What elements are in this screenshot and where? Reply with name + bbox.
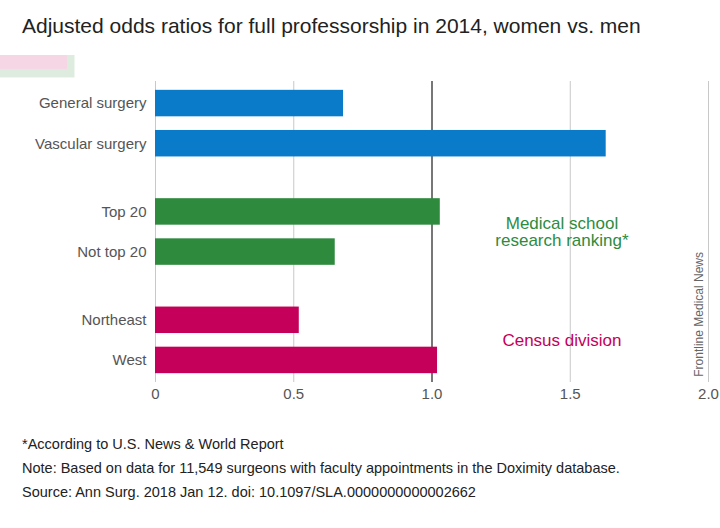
svg-text:Top 20: Top 20 — [101, 203, 146, 220]
svg-text:West: West — [113, 351, 148, 368]
html-text:Source: Ann Surg. 2018 Jan 12.: Source: Ann Surg. 2018 Jan 12. doi: 10.1… — [22, 484, 476, 500]
svg-text:Vascular surgery: Vascular surgery — [35, 135, 147, 152]
svg-text:0.5: 0.5 — [283, 385, 304, 402]
svg-text:Not top 20: Not top 20 — [77, 243, 146, 260]
svg-text:Census division: Census division — [502, 331, 621, 350]
html-text:Note: Based on data for 11,549: Note: Based on data for 11,549 surgeons … — [22, 460, 620, 476]
svg-text:0: 0 — [151, 385, 159, 402]
html-text:Frontline Medical News: Frontline Medical News — [692, 252, 706, 377]
svg-text:2.0: 2.0 — [698, 385, 719, 402]
svg-text:1.0: 1.0 — [422, 385, 443, 402]
svg-text:Northeast: Northeast — [81, 311, 147, 328]
svg-text:1.5: 1.5 — [560, 385, 581, 402]
html-text:Adjusted odds ratios for full: Adjusted odds ratios for full professors… — [22, 14, 641, 37]
svg-text:Medical schoolresearch ranking: Medical schoolresearch ranking* — [495, 214, 629, 250]
html-text:*According to U.S. News & Worl: *According to U.S. News & World Report — [22, 436, 284, 452]
svg-text:General surgery: General surgery — [39, 94, 147, 111]
